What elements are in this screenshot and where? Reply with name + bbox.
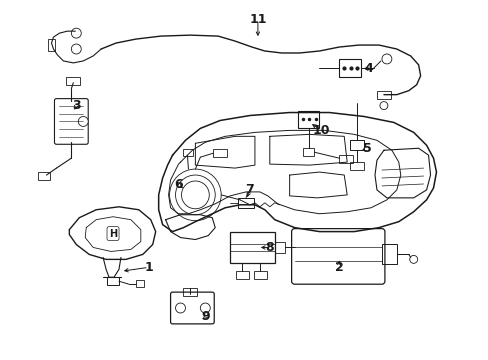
Bar: [47, 39, 55, 51]
Text: 7: 7: [245, 184, 254, 197]
Text: 5: 5: [362, 142, 371, 155]
Circle shape: [71, 28, 81, 38]
Bar: [349, 162, 364, 170]
FancyBboxPatch shape: [54, 99, 88, 144]
Bar: [66, 77, 80, 85]
Text: 4: 4: [364, 62, 373, 75]
Bar: [381, 244, 396, 264]
Bar: [339, 59, 360, 77]
Bar: [297, 111, 319, 129]
Bar: [274, 242, 284, 253]
Circle shape: [381, 54, 391, 64]
Bar: [349, 140, 364, 150]
FancyBboxPatch shape: [291, 229, 384, 284]
Circle shape: [78, 117, 88, 126]
Text: 1: 1: [144, 261, 153, 274]
Text: 10: 10: [312, 124, 329, 137]
Text: 11: 11: [249, 13, 266, 26]
Text: 6: 6: [174, 179, 183, 192]
Text: H: H: [109, 229, 117, 239]
Bar: [38, 172, 49, 180]
Circle shape: [409, 255, 417, 264]
Bar: [376, 91, 390, 99]
Bar: [253, 271, 266, 279]
Bar: [302, 148, 314, 156]
Text: 3: 3: [72, 99, 81, 112]
Text: 2: 2: [334, 261, 343, 274]
Bar: [230, 231, 274, 264]
Bar: [183, 288, 197, 296]
Bar: [183, 149, 193, 156]
Text: 9: 9: [201, 310, 209, 323]
Circle shape: [379, 102, 387, 109]
Bar: [107, 277, 119, 285]
Bar: [238, 198, 253, 208]
Circle shape: [71, 44, 81, 54]
Circle shape: [200, 303, 210, 313]
Circle shape: [175, 303, 185, 313]
FancyBboxPatch shape: [170, 292, 214, 324]
Bar: [236, 271, 248, 279]
Text: 8: 8: [265, 241, 274, 254]
Bar: [213, 149, 226, 157]
Bar: [136, 280, 143, 287]
Bar: [339, 155, 352, 163]
